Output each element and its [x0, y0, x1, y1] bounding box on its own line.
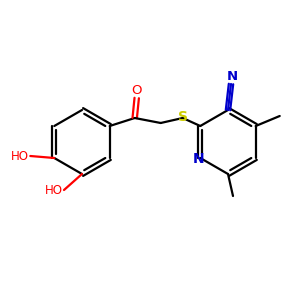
- Text: N: N: [226, 70, 238, 83]
- Text: HO: HO: [45, 184, 63, 197]
- Text: O: O: [131, 85, 142, 98]
- Text: N: N: [193, 152, 204, 166]
- Text: HO: HO: [11, 149, 29, 163]
- Text: S: S: [178, 110, 188, 124]
